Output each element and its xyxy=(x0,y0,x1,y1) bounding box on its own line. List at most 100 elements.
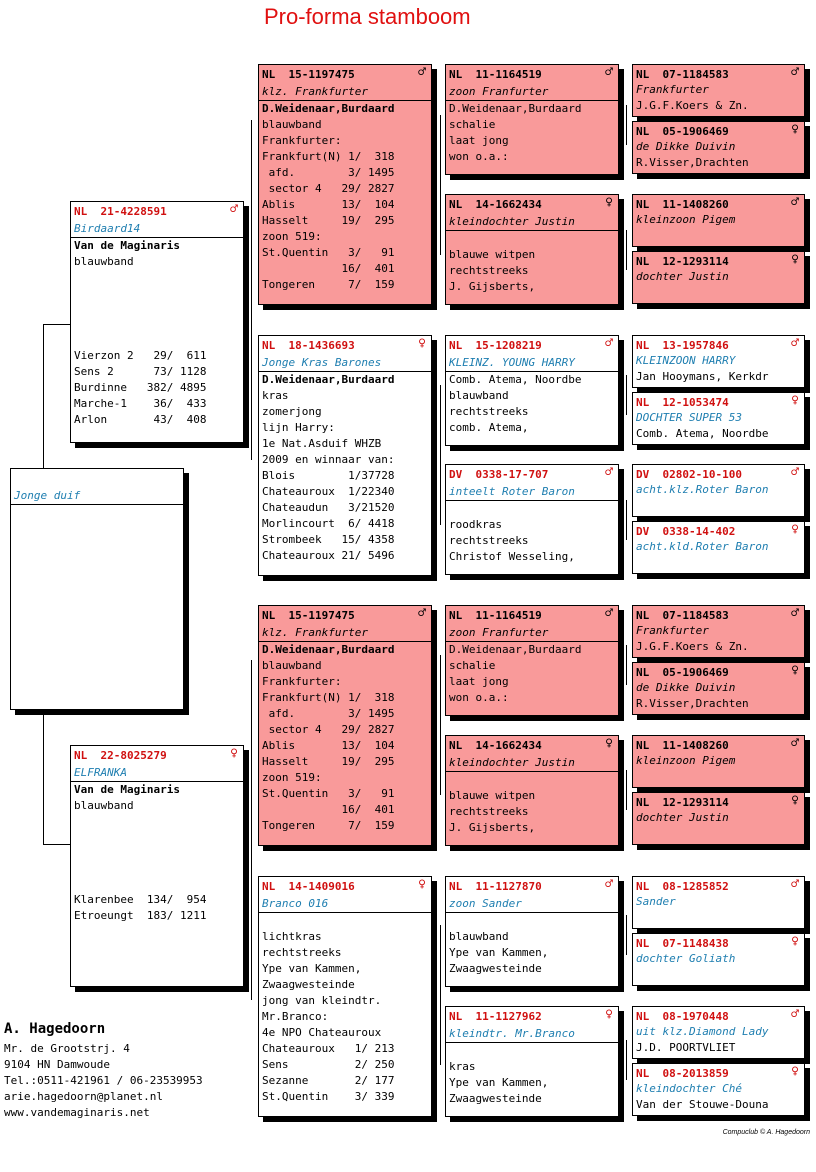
breeder xyxy=(633,910,804,926)
great-great-grandparent-card[interactable]: DV 0338-14-402 ♀ acht.kld.Roter Baron xyxy=(632,521,805,574)
great-great-grandparent-card[interactable]: NL 12-1293114 ♀ dochter Justin xyxy=(632,251,805,304)
great-great-grandparent-card[interactable]: NL 05-1906469 ♀ de Dikke Duivin R.Visser,Dr… xyxy=(632,662,805,715)
race-result: Vierzon 2 29/ 611 xyxy=(74,349,207,362)
info-line xyxy=(446,772,618,788)
info-line: Strombeek 15/ 4358 xyxy=(262,533,395,546)
great-great-grandparent-card[interactable]: NL 07-1184583 ♂ Frankfurter J.G.F.Koers & Z… xyxy=(632,64,805,117)
info-line: Chateauroux 1/22340 xyxy=(262,485,395,498)
great-great-grandparent-card[interactable]: NL 07-1148438 ♀ dochter Goliath xyxy=(632,933,805,986)
info-line: laat jong xyxy=(449,134,509,147)
breeder xyxy=(633,769,804,785)
male-icon: ♂ xyxy=(605,877,613,892)
city: 9104 HN Damwoude xyxy=(4,1058,110,1071)
great-great-grandparent-card[interactable]: NL 13-1957846 ♂ KLEINZOON HARRY Jan Hooyman… xyxy=(632,335,805,388)
info-line: 2009 en winnaar van: xyxy=(262,453,395,466)
female-icon: ♀ xyxy=(230,746,238,761)
card-header: NL 05-1906469 ♀ xyxy=(633,122,804,140)
great-grandparent-card[interactable]: NL 11-1127962 ♀ kleindtr. Mr.Branco kras Ype… xyxy=(445,1006,619,1117)
info-line: rechtstreeks xyxy=(449,405,529,418)
female-icon: ♀ xyxy=(605,736,613,751)
great-grandparent-card[interactable]: NL 11-1164519 ♂ zoon Franfurter D.Weidenaar… xyxy=(445,605,619,716)
great-grandparent-card[interactable]: NL 14-1662434 ♀ kleindochter Justin blauwe … xyxy=(445,735,619,846)
great-grandparent-card[interactable]: DV 0338-17-707 ♂ inteelt Roter Baron roodkr… xyxy=(445,464,619,575)
grandparent-card[interactable]: NL 15-1197475 ♂ klz. Frankfurter D.Weide… xyxy=(258,605,432,846)
connector xyxy=(626,105,627,145)
website-link[interactable]: www.vandemaginaris.net xyxy=(4,1106,150,1119)
pigeon-name: Branco 016 xyxy=(259,897,431,913)
male-icon: ♂ xyxy=(791,606,799,621)
great-great-grandparent-card[interactable]: NL 08-1970448 ♂ uit klz.Diamond Lady J.D. P… xyxy=(632,1006,805,1059)
info-line: Hasselt 19/ 295 xyxy=(262,214,395,227)
breeder: D.Weidenaar,Burdaard xyxy=(262,102,395,115)
info-line: Tongeren 7/ 159 xyxy=(262,819,395,832)
connector xyxy=(626,230,627,270)
subject-card[interactable]: Jonge duif xyxy=(10,468,184,710)
card-header: NL 11-1408260 ♂ xyxy=(633,195,804,213)
info-line: blauwband xyxy=(262,118,322,131)
info-line: D.Weidenaar,Burdaard xyxy=(449,102,582,115)
great-grandparent-card[interactable]: NL 14-1662434 ♀ kleindochter Justin blauwe … xyxy=(445,194,619,305)
ring-number: NL 11-1408260 xyxy=(636,198,729,211)
great-great-grandparent-card[interactable]: NL 11-1408260 ♂ kleinzoon Pigem xyxy=(632,194,805,247)
great-great-grandparent-card[interactable]: NL 11-1408260 ♂ kleinzoon Pigem xyxy=(632,735,805,788)
male-icon: ♂ xyxy=(418,65,426,80)
page-title: Pro-forma stamboom xyxy=(264,4,471,29)
info-line xyxy=(446,913,618,929)
great-great-grandparent-card[interactable]: NL 08-1285852 ♂ Sander xyxy=(632,876,805,929)
pigeon-name: acht.kld.Roter Baron xyxy=(636,540,769,553)
connector xyxy=(626,500,627,540)
info-line: laat jong xyxy=(449,675,509,688)
info-line: Mr.Branco: xyxy=(262,1010,329,1023)
grandparent-card[interactable]: NL 14-1409016 ♀ Branco 016 lichtkras rec… xyxy=(258,876,432,1117)
father-card[interactable]: NL 21-4228591 ♂ Birdaard14 Van de Magina… xyxy=(70,201,244,443)
info-line: J. Gijsberts, xyxy=(449,280,536,293)
great-great-grandparent-card[interactable]: NL 12-1293114 ♀ dochter Justin xyxy=(632,792,805,845)
ring-number: NL 08-1970448 xyxy=(636,1010,729,1023)
pigeon-name: de Dikke Duivin xyxy=(636,681,736,694)
pigeon-name: inteelt Roter Baron xyxy=(446,485,618,501)
great-great-grandparent-card[interactable]: NL 05-1906469 ♀ de Dikke Duivin R.Visser,Dr… xyxy=(632,121,805,174)
great-great-grandparent-card[interactable]: NL 08-2013859 ♀ kleindochter Ché Van der St… xyxy=(632,1063,805,1116)
ring-number: NL 07-1148438 xyxy=(636,937,729,950)
great-great-grandparent-card[interactable]: DV 02802-10-100 ♂ acht.klz.Roter Baron xyxy=(632,464,805,517)
ring-number: NL 14-1662434 xyxy=(449,739,542,752)
info-line: lichtkras xyxy=(262,930,322,943)
card-header: NL 11-1164519 ♂ xyxy=(446,606,618,626)
card-header: NL 12-1293114 ♀ xyxy=(633,252,804,270)
info-line: Christof Wesseling, xyxy=(449,550,575,563)
pigeon-name: klz. Frankfurter xyxy=(259,626,431,642)
card-header: DV 02802-10-100 ♂ xyxy=(633,465,804,483)
male-icon: ♂ xyxy=(791,877,799,892)
breeder: J.D. POORTVLIET xyxy=(636,1041,736,1054)
info-line: Frankfurt(N) 1/ 318 xyxy=(262,691,395,704)
male-icon: ♂ xyxy=(791,195,799,210)
info-line: afd. 3/ 1495 xyxy=(262,707,395,720)
pigeon-name: dochter Justin xyxy=(636,270,729,283)
female-icon: ♀ xyxy=(605,195,613,210)
great-grandparent-card[interactable]: NL 11-1127870 ♂ zoon Sander blauwband Ype va… xyxy=(445,876,619,987)
female-icon: ♀ xyxy=(791,122,799,137)
male-icon: ♂ xyxy=(230,202,238,217)
ring-number: DV 0338-17-707 xyxy=(449,468,549,481)
email-link[interactable]: arie.hagedoorn@planet.nl xyxy=(4,1090,163,1103)
great-grandparent-card[interactable]: NL 11-1164519 ♂ zoon Franfurter D.Weidenaar… xyxy=(445,64,619,175)
race-result: Burdinne 382/ 4895 xyxy=(74,381,207,394)
female-icon: ♀ xyxy=(791,663,799,678)
ring-number: NL 11-1164519 xyxy=(449,68,542,81)
great-great-grandparent-card[interactable]: NL 12-1053474 ♀ DOCHTER SUPER 53 Comb. Atem… xyxy=(632,392,805,445)
ring-number: NL 07-1184583 xyxy=(636,68,729,81)
great-great-grandparent-card[interactable]: NL 07-1184583 ♂ Frankfurter J.G.F.Koers & Z… xyxy=(632,605,805,658)
pigeon-name: KLEINZ. YOUNG HARRY xyxy=(446,356,618,372)
info-line: D.Weidenaar,Burdaard xyxy=(449,643,582,656)
great-grandparent-card[interactable]: NL 15-1208219 ♂ KLEINZ. YOUNG HARRY Comb. A… xyxy=(445,335,619,446)
info-line: comb. Atema, xyxy=(449,421,529,434)
grandparent-card[interactable]: NL 15-1197475 ♂ klz. Frankfurter D.Weide… xyxy=(258,64,432,305)
info-line: Blois 1/37728 xyxy=(262,469,395,482)
ring-number: DV 02802-10-100 xyxy=(636,468,742,481)
phone: Tel.:0511-421961 / 06-23539953 xyxy=(4,1074,203,1087)
mother-card[interactable]: NL 22-8025279 ♀ ELFRANKA Van de Maginari… xyxy=(70,745,244,987)
connector xyxy=(43,710,44,844)
card-header: NL 11-1408260 ♂ xyxy=(633,736,804,754)
grandparent-card[interactable]: NL 18-1436693 ♀ Jonge Kras Barones D.Wei… xyxy=(258,335,432,576)
race-result: Etroeungt 183/ 1211 xyxy=(74,909,207,922)
